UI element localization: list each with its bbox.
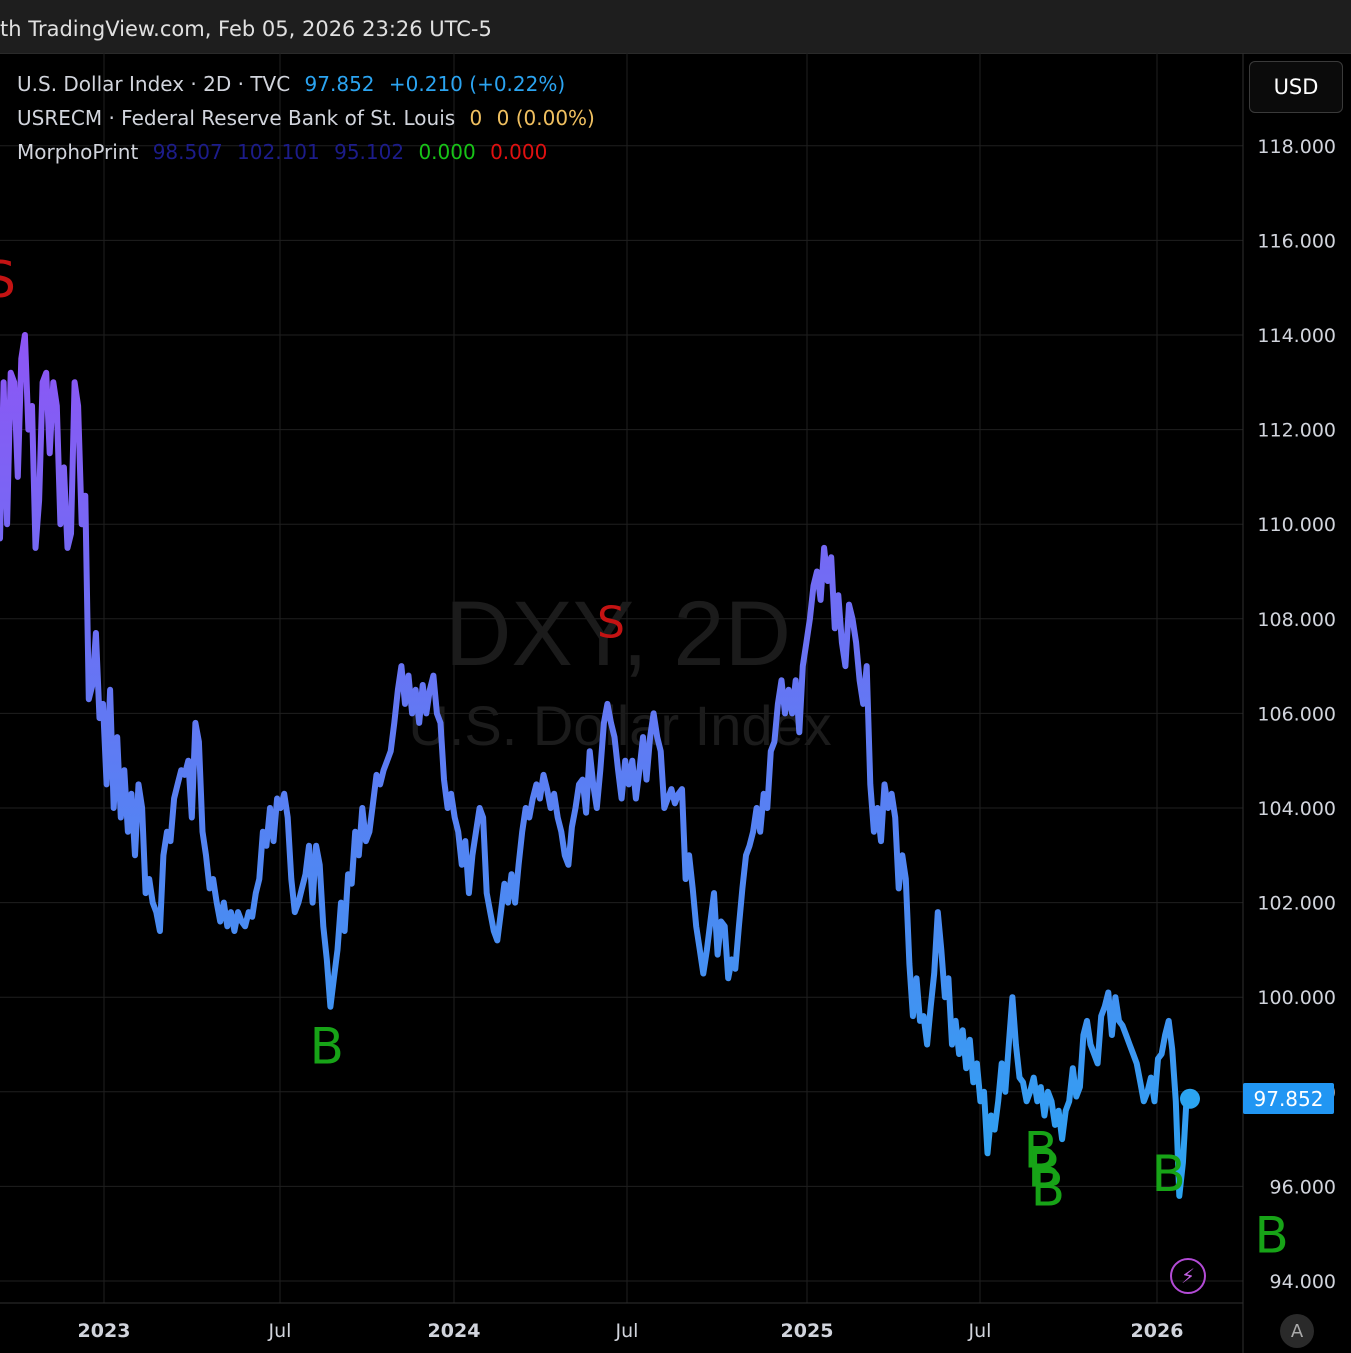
buy-signal-label: B bbox=[310, 1017, 344, 1075]
legend-dxy-change: +0.210 (+0.22%) bbox=[388, 72, 566, 96]
last-price-tag: 97.852 bbox=[1243, 1083, 1334, 1114]
legend-morpho-v4: 0.000 bbox=[418, 140, 476, 164]
sell-signal-label: S bbox=[597, 598, 625, 649]
y-tick-label: 100.000 bbox=[1257, 987, 1336, 1009]
y-tick-label: 118.000 bbox=[1257, 136, 1336, 158]
x-tick-label: 2025 bbox=[781, 1320, 834, 1342]
y-tick-label: 94.000 bbox=[1270, 1271, 1336, 1293]
legend-line-dxy[interactable]: U.S. Dollar Index · 2D · TVC 97.852 +0.2… bbox=[17, 72, 573, 96]
legend-dxy-price: 97.852 bbox=[304, 72, 375, 96]
price-axis: 118.000 116.000 114.000 112.000 110.000 108.0… bbox=[1257, 136, 1336, 1293]
header-bar: th TradingView.com, Feb 05, 2026 23:26 U… bbox=[0, 0, 1351, 54]
last-price-dot bbox=[1180, 1088, 1200, 1109]
watermark-symbol: DXY, 2D bbox=[445, 583, 791, 685]
buy-signal-label: B bbox=[1255, 1207, 1289, 1265]
lightning-icon[interactable]: ⚡ bbox=[1170, 1258, 1206, 1294]
time-axis: 2023 Jul 2024 Jul 2025 Jul 2026 bbox=[78, 1320, 1184, 1342]
y-tick-label: 106.000 bbox=[1257, 703, 1336, 725]
y-tick-label: 112.000 bbox=[1257, 420, 1336, 442]
watermark-description: U.S. Dollar Index bbox=[408, 694, 831, 757]
grid-lines bbox=[0, 53, 1243, 1303]
legend-morpho-name: MorphoPrint bbox=[17, 140, 139, 164]
legend-morpho-v1: 98.507 bbox=[152, 140, 223, 164]
legend-line-usrecm[interactable]: USRECM · Federal Reserve Bank of St. Lou… bbox=[17, 106, 603, 130]
y-tick-label: 104.000 bbox=[1257, 798, 1336, 820]
x-tick-label: 2024 bbox=[428, 1320, 481, 1342]
x-tick-label: Jul bbox=[615, 1320, 639, 1342]
legend-dxy-name: U.S. Dollar Index · 2D · TVC bbox=[17, 72, 291, 96]
signal-labels: SBSBBBBB bbox=[0, 251, 1289, 1264]
buy-signal-label: B bbox=[1027, 1140, 1061, 1198]
legend-morpho-v5: 0.000 bbox=[490, 140, 548, 164]
y-tick-label: 114.000 bbox=[1257, 325, 1336, 347]
buy-signal-label: B bbox=[1152, 1145, 1186, 1203]
header-text: th TradingView.com, Feb 05, 2026 23:26 U… bbox=[0, 17, 492, 41]
x-tick-label: Jul bbox=[968, 1320, 992, 1342]
legend-usrecm-name: USRECM · Federal Reserve Bank of St. Lou… bbox=[17, 106, 456, 130]
auto-scale-button[interactable]: A bbox=[1280, 1314, 1314, 1348]
legend-morpho-v2: 102.101 bbox=[237, 140, 320, 164]
y-tick-label: 110.000 bbox=[1257, 514, 1336, 536]
price-series-line bbox=[0, 332, 1193, 1199]
buy-signal-label: B bbox=[1024, 1121, 1058, 1179]
legend-usrecm-v2: 0 (0.00%) bbox=[496, 106, 595, 130]
x-tick-label: 2023 bbox=[78, 1320, 131, 1342]
legend-usrecm-v1: 0 bbox=[469, 106, 483, 130]
y-tick-label: 102.000 bbox=[1257, 893, 1336, 915]
x-tick-label: 2026 bbox=[1131, 1320, 1184, 1342]
y-tick-label: 116.000 bbox=[1257, 230, 1336, 252]
x-tick-label: Jul bbox=[268, 1320, 292, 1342]
buy-signal-label: B bbox=[1031, 1159, 1065, 1217]
sell-signal-label: S bbox=[0, 251, 16, 309]
y-tick-label: 96.000 bbox=[1270, 1176, 1336, 1198]
legend-line-morphoprint[interactable]: MorphoPrint 98.507 102.101 95.102 0.000 … bbox=[17, 140, 555, 164]
legend-morpho-v3: 95.102 bbox=[334, 140, 405, 164]
y-tick-label: 108.000 bbox=[1257, 609, 1336, 631]
currency-button[interactable]: USD bbox=[1249, 61, 1343, 113]
